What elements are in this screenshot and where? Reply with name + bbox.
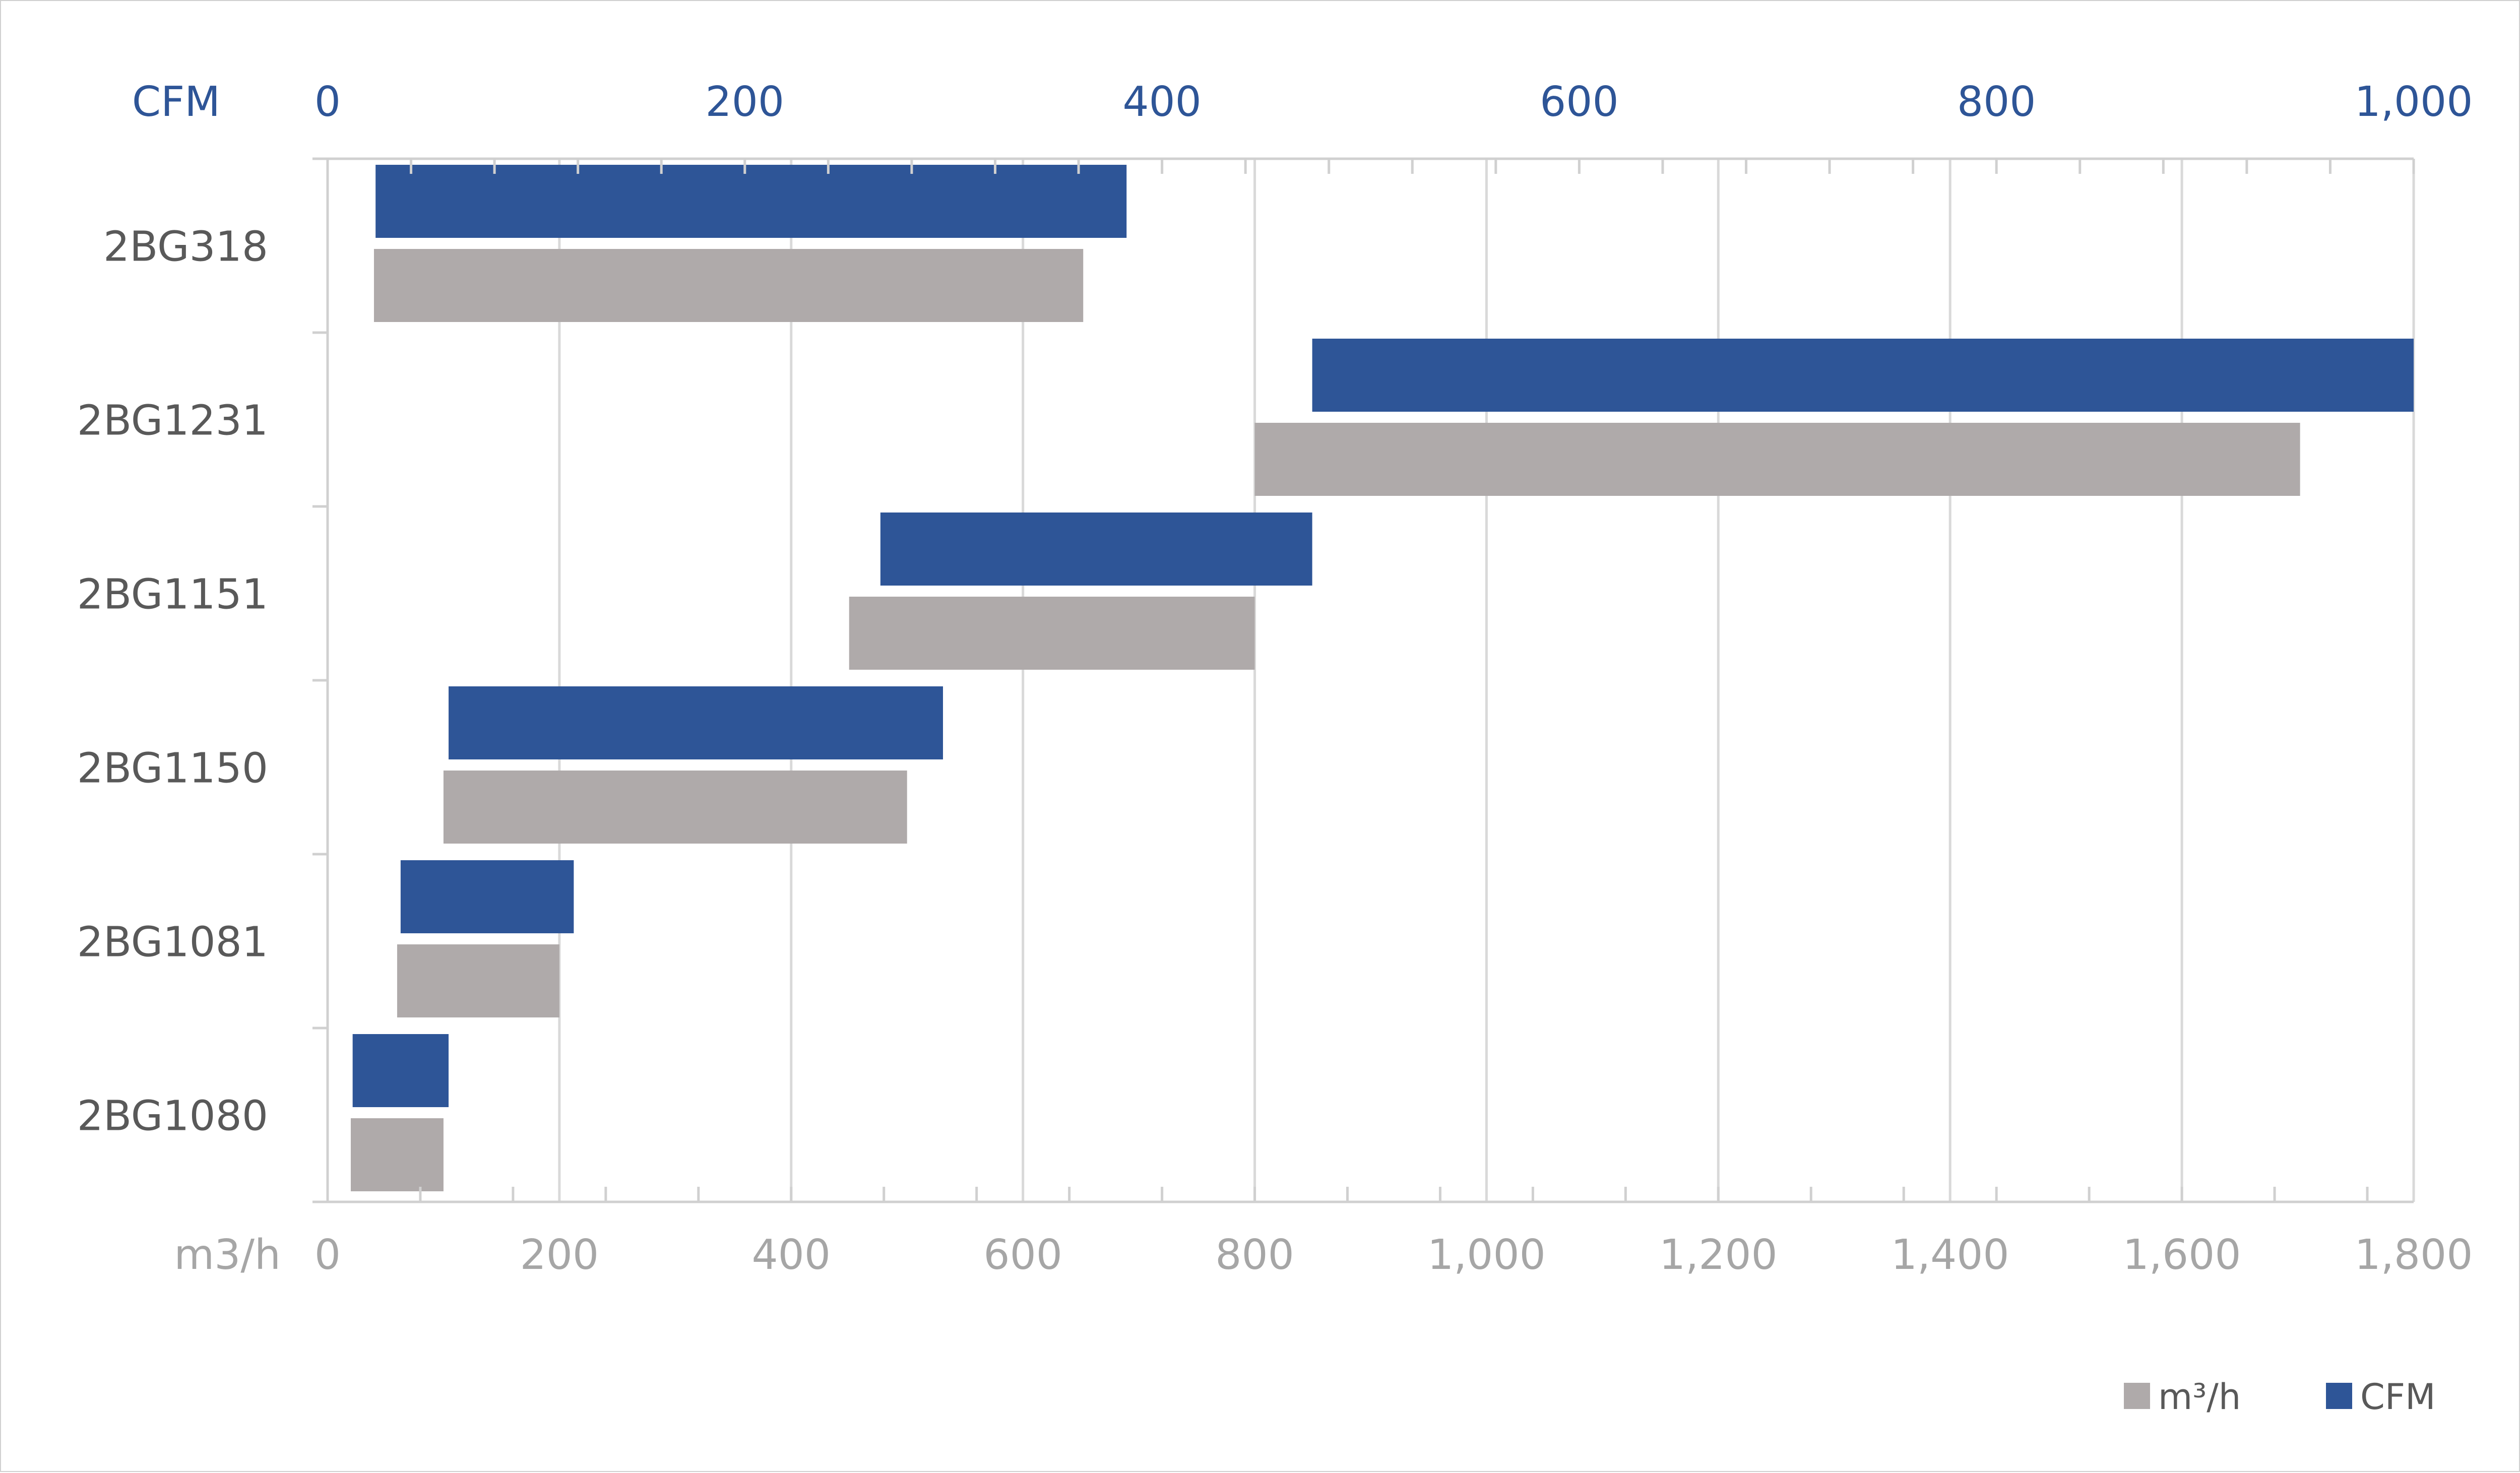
category-label: 2BG1080 (77, 1093, 268, 1140)
top-axis-tick-label: 400 (1122, 78, 1202, 126)
labels: 2BG318 2BG1231 2BG1151 2BG1150 2BG1081 2BG108… (77, 78, 2473, 1279)
bottom-axis-tick-label: 1,400 (1891, 1231, 2009, 1279)
cfm-bar-2bg1151 (880, 513, 1312, 586)
top-axis-title: CFM (132, 78, 220, 126)
m3h-bar-2bg1080 (350, 1118, 444, 1191)
top-axis-tick-label: 600 (1540, 78, 1619, 126)
legend: m³/h CFM (2124, 1376, 2436, 1418)
bars (350, 165, 2414, 1191)
bottom-axis-tick-label: 1,200 (1659, 1231, 1778, 1279)
bottom-axis-tick-label: 1,000 (1427, 1231, 1546, 1279)
legend-swatch (2124, 1383, 2150, 1409)
m3h-bar-2bg318 (373, 249, 1084, 322)
category-label: 2BG1151 (77, 571, 268, 619)
cfm-bar-2bg1231 (1312, 339, 2414, 412)
cfm-bar-2bg318 (375, 165, 1127, 238)
cfm-bar-2bg1150 (449, 686, 943, 759)
cfm-bar-2bg1080 (352, 1034, 449, 1107)
gridlines (558, 159, 2415, 1202)
category-label: 2BG1231 (77, 397, 268, 445)
bottom-axis-tick-label: 1,800 (2355, 1231, 2473, 1279)
category-label: 2BG1150 (77, 745, 268, 793)
m3h-bar-2bg1151 (849, 597, 1255, 670)
legend-swatch (2326, 1383, 2352, 1409)
top-axis-tick-label: 200 (706, 78, 785, 126)
bottom-axis-tick-label: 1,600 (2123, 1231, 2241, 1279)
bottom-axis-title: m3/h (174, 1231, 281, 1279)
m3h-bar-2bg1081 (397, 944, 559, 1017)
bottom-axis-tick-label: 400 (752, 1231, 831, 1279)
bottom-axis-tick-label: 200 (520, 1231, 599, 1279)
m3h-bar-2bg1231 (1254, 423, 2300, 496)
bottom-axis-tick-label: 0 (314, 1231, 341, 1279)
cfm-bar-2bg1081 (400, 860, 574, 933)
category-label: 2BG1081 (77, 919, 268, 967)
legend-label: CFM (2360, 1376, 2436, 1418)
bottom-axis-tick-label: 600 (983, 1231, 1062, 1279)
axes (312, 157, 2415, 1203)
top-axis-tick-label: 800 (1957, 78, 2036, 126)
top-axis-tick-label: 0 (314, 78, 341, 126)
legend-label: m³/h (2158, 1376, 2241, 1418)
category-label: 2BG318 (103, 223, 268, 271)
m3h-bar-2bg1150 (443, 771, 907, 844)
top-axis-tick-label: 1,000 (2355, 78, 2473, 126)
bottom-axis-tick-label: 800 (1215, 1231, 1294, 1279)
